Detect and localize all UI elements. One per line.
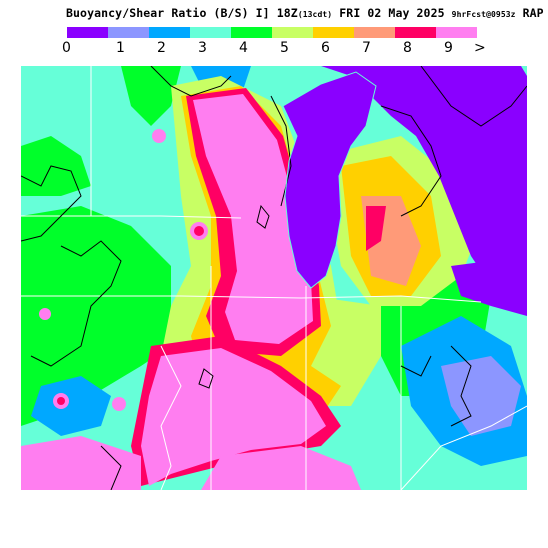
legend-swatch-5 [272,27,313,38]
state-border-2 [21,295,302,299]
map-title: Buoyancy/Shear Ratio (B/S) I] 18Z(13cdt)… [66,6,544,22]
legend-swatch-1 [108,27,149,38]
state-border-1 [21,215,242,219]
legend-label-7: 7 [362,40,371,56]
title-field: Buoyancy/Shear Ratio (B/S) [66,6,249,20]
title-date: FRI 02 May 2025 [339,6,445,20]
state-border-6 [300,295,482,303]
legend-swatch-9 [436,27,477,38]
field-hotspot-5 [152,129,166,143]
field-magenta-bottom [201,446,361,490]
legend-swatch-6 [313,27,354,38]
legend-label-8: 8 [403,40,412,56]
field-hotspot-2 [112,397,126,411]
river-ohio [400,405,527,490]
legend-label-4: 4 [239,40,248,56]
legend-label-1: 1 [116,40,125,56]
lake-michigan [283,72,376,288]
legend-swatch-7 [354,27,395,38]
field-green-nw [21,136,91,196]
lake-huron [321,66,527,286]
contour-8 [420,66,527,127]
river-border [160,345,182,490]
contour-1 [21,165,82,242]
field-magenta-south [141,348,326,486]
title-local-time: (13cdt) [297,10,333,19]
field-magenta-sw [21,436,141,490]
contour-2 [30,240,122,367]
contour-9 [450,345,472,427]
field-hotspot-4-core [194,226,204,236]
title-forecast: 9hrFcst@0953z [451,10,516,19]
legend-swatch-0 [67,27,108,38]
field-lavender-se [441,356,521,436]
legend-overflow-label: > [474,40,486,56]
title-valid-time: I] 18Z [255,6,298,20]
lake-michigan-shore [282,71,377,289]
legend-label-9: 9 [444,40,453,56]
legend-label-5: 5 [280,40,289,56]
map-canvas [21,66,527,490]
contour-7 [380,105,442,217]
legend-label-2: 2 [157,40,166,56]
forecast-map [21,66,527,490]
contour-3 [150,66,232,97]
contour-5 [256,204,270,229]
field-hotspot-1-core [57,397,65,405]
contour-10 [400,355,432,377]
legend-label-3: 3 [198,40,207,56]
field-red-east [366,206,386,251]
field-magenta-north [193,94,313,344]
legend-label-0: 0 [62,40,71,56]
legend-swatch-4 [231,27,272,38]
legend-swatch-3 [190,27,231,38]
contour-6 [198,368,214,389]
field-blue-sw [31,376,111,436]
legend-label-6: 6 [321,40,330,56]
legend-swatch-8 [395,27,436,38]
lake-erie [451,256,527,316]
field-hotspot-3 [39,308,51,320]
field-green-west [21,206,171,426]
legend-swatch-2 [149,27,190,38]
title-model: RAP [522,6,544,20]
color-legend: 0 1 2 3 4 5 6 7 8 9 > [62,27,486,59]
contour-11 [100,445,122,490]
